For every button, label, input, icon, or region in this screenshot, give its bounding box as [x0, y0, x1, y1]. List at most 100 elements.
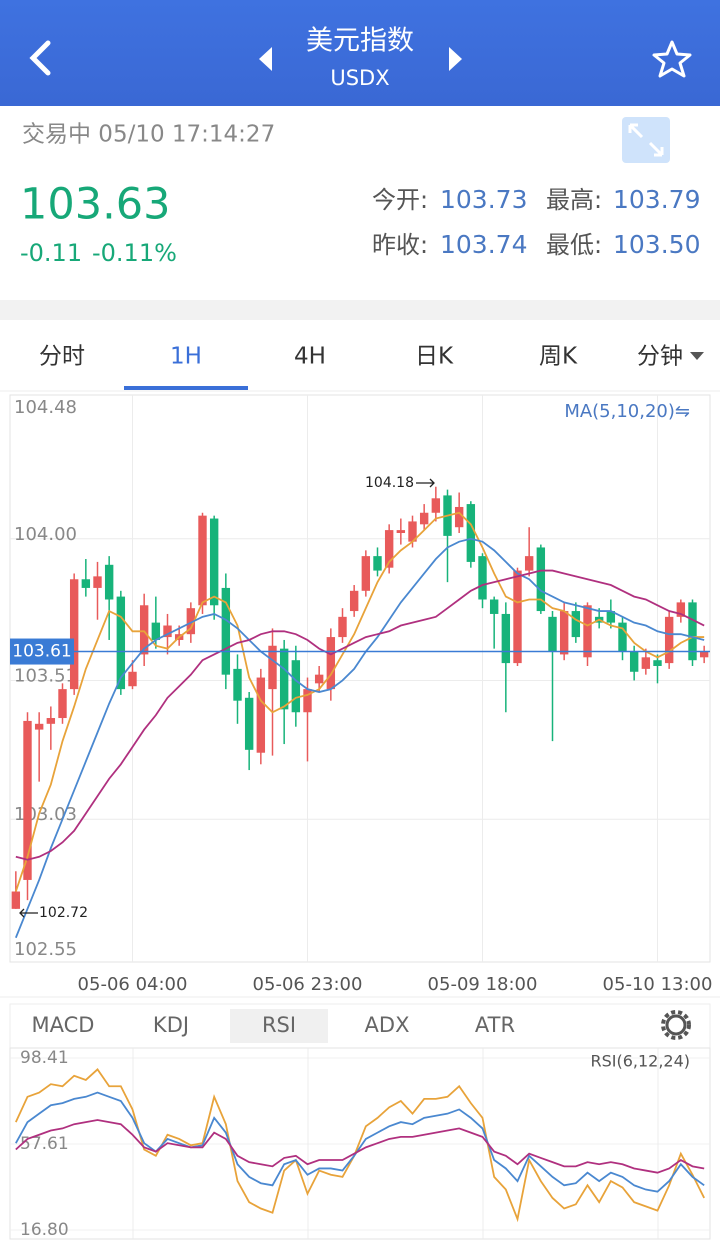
chart-frame — [9, 394, 711, 963]
candle-body — [338, 616, 347, 638]
candle-body — [139, 605, 149, 655]
tab[interactable]: 日K — [415, 344, 454, 370]
candle-body — [233, 668, 242, 701]
x-tick-label: 05-06 04:00 — [78, 974, 188, 995]
candle-body — [361, 556, 371, 591]
candle-body — [303, 689, 312, 713]
settings-button[interactable] — [661, 1010, 691, 1040]
rsi-line — [15, 1068, 705, 1223]
candle-body — [23, 720, 32, 880]
tab-underline — [124, 386, 248, 390]
candle-body — [116, 596, 126, 690]
candle-body — [641, 657, 651, 669]
field-value: 103.74 — [440, 230, 527, 259]
candle-body — [221, 587, 231, 675]
indicator-tab[interactable]: ATR — [475, 1013, 515, 1037]
y-tick-label: 57.61 — [20, 1134, 69, 1154]
rsi-line — [15, 1091, 705, 1193]
candle-body — [536, 547, 546, 612]
ma-line — [14, 537, 705, 939]
indicator-tab[interactable]: ADX — [365, 1013, 410, 1037]
candle-body — [198, 515, 207, 606]
indicator-tab[interactable]: KDJ — [153, 1013, 189, 1037]
ma-legend: MA(5,10,20)⇋ — [564, 401, 690, 422]
indicator-tab[interactable]: MACD — [32, 1013, 95, 1037]
candle-body — [501, 613, 511, 664]
title: 美元指数 — [306, 26, 414, 57]
candle-body — [209, 518, 219, 606]
arrow — [416, 478, 435, 488]
candle-body — [466, 504, 476, 562]
fullscreen-button[interactable] — [622, 117, 670, 163]
candle-body — [384, 530, 394, 568]
candle-body — [104, 564, 114, 600]
x-tick-label: 05-10 13:00 — [603, 974, 713, 995]
tab[interactable]: 4H — [294, 344, 326, 370]
tab[interactable]: 分钟 — [637, 344, 683, 370]
ma-line — [15, 569, 705, 861]
indicator-selected — [230, 1009, 328, 1043]
y-tick-label: 102.55 — [14, 939, 77, 960]
change-pct: -0.11% — [92, 239, 177, 267]
candle-body — [548, 616, 557, 652]
y-tick-label: 104.00 — [14, 524, 77, 545]
rsi-legend: RSI(6,12,24) — [590, 1052, 690, 1071]
candle-body — [396, 530, 406, 533]
high-annotation: 104.18 — [365, 475, 414, 491]
next-button[interactable] — [449, 47, 462, 71]
field-label: 最高: — [546, 186, 602, 214]
candle-body — [81, 579, 91, 588]
candle-body — [699, 651, 709, 658]
candle-body — [128, 671, 137, 687]
candle-body — [431, 498, 441, 513]
field-label: 昨收: — [372, 231, 428, 259]
rsi-line — [15, 1119, 705, 1174]
low-annotation: 102.72 — [39, 905, 88, 921]
prev-button[interactable] — [259, 47, 272, 71]
candle-body — [618, 622, 627, 652]
header-bar — [0, 0, 720, 106]
candle-body — [69, 579, 79, 690]
candle-body — [268, 645, 277, 690]
candle-body — [256, 677, 266, 753]
last-price-box — [10, 638, 74, 665]
x-tick-label: 05-09 18:00 — [428, 974, 538, 995]
candle-body — [46, 718, 56, 724]
tab[interactable]: 1H — [170, 344, 202, 370]
tab[interactable]: 周K — [539, 344, 578, 370]
indicator-bar — [9, 1003, 711, 1049]
candle-body — [478, 556, 487, 600]
candle-body — [291, 660, 301, 713]
candle-body — [349, 590, 359, 612]
candle-body — [314, 674, 324, 684]
back-button[interactable] — [29, 40, 51, 76]
field-label: 今开: — [372, 186, 428, 214]
candle-body — [419, 512, 429, 525]
candle-body — [34, 723, 44, 730]
x-tick-label: 05-06 23:00 — [253, 974, 363, 995]
candle-body — [163, 625, 172, 638]
candle-body — [93, 576, 102, 588]
candle-body — [186, 608, 196, 635]
y-tick-label: 103.51 — [14, 665, 77, 686]
candle-body — [559, 611, 569, 655]
candle-body — [583, 605, 592, 658]
candle-body — [629, 651, 639, 672]
separator — [0, 300, 720, 320]
field-value: 103.79 — [613, 185, 700, 214]
y-tick-label: 104.48 — [14, 397, 77, 418]
ma-line — [14, 511, 705, 892]
subtitle: USDX — [330, 66, 389, 90]
tab[interactable]: 分时 — [39, 344, 85, 370]
field-label: 最低: — [546, 231, 602, 259]
last-price-label: 103.61 — [12, 642, 71, 662]
candle-body — [606, 611, 616, 623]
indicator-tab[interactable]: RSI — [262, 1013, 296, 1037]
candle-body — [524, 556, 534, 571]
field-value: 103.50 — [613, 230, 700, 259]
candle-body — [688, 602, 697, 661]
favorite-button[interactable] — [652, 40, 692, 78]
field-value: 103.73 — [440, 185, 527, 214]
